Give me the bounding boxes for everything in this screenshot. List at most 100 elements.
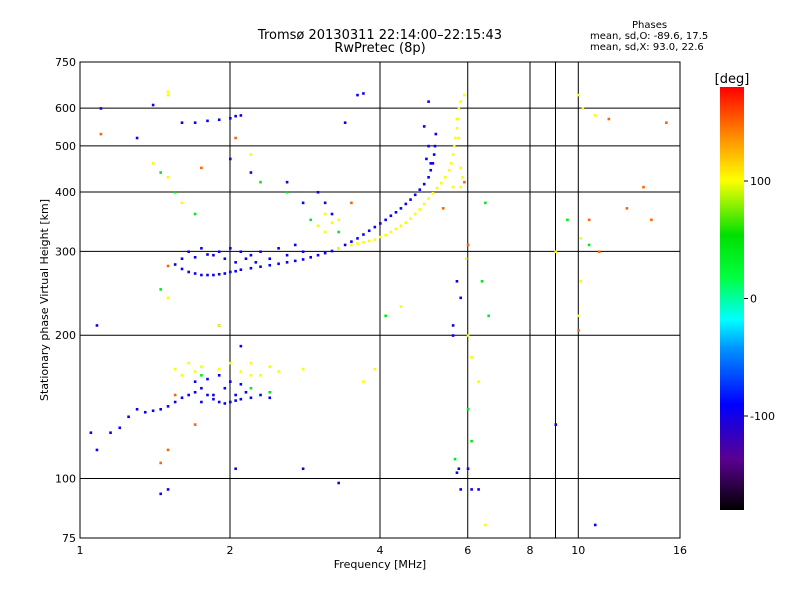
y-tick-label: 400 xyxy=(55,186,76,199)
data-point xyxy=(193,212,197,216)
data-point xyxy=(593,523,597,527)
data-point xyxy=(373,238,377,241)
data-point xyxy=(350,201,353,205)
phase-stats-x: mean, sd,X: 93.0, 22.6 xyxy=(590,42,704,53)
colorbar-tick-label: 0 xyxy=(750,293,757,306)
phase-colorbar xyxy=(720,87,744,510)
data-point xyxy=(422,125,426,128)
data-point xyxy=(95,448,99,452)
data-point xyxy=(159,492,163,496)
data-point xyxy=(470,356,473,359)
data-point xyxy=(151,162,155,165)
data-point xyxy=(665,121,668,124)
data-point xyxy=(379,222,382,225)
data-point xyxy=(212,393,215,397)
data-point xyxy=(362,380,365,383)
x-tick-label: 8 xyxy=(527,544,534,557)
data-point xyxy=(394,211,398,214)
data-points xyxy=(89,90,668,527)
x-tick-label: 10 xyxy=(571,544,585,557)
data-point xyxy=(316,190,320,194)
y-tick-label: 750 xyxy=(55,56,76,69)
data-point xyxy=(180,267,184,271)
data-point xyxy=(301,201,305,205)
data-point xyxy=(451,324,455,327)
data-point xyxy=(418,208,422,211)
x-tick-label: 2 xyxy=(227,544,234,557)
axis-ticks: 1 2 4 6 8 10 16 75 100 200 300 400 500 600 750 xyxy=(55,56,687,557)
data-point xyxy=(301,250,305,254)
data-point xyxy=(166,264,170,268)
x-tick-label: 4 xyxy=(377,544,384,557)
data-point xyxy=(454,136,457,140)
data-point xyxy=(229,157,232,161)
data-point xyxy=(487,314,490,318)
data-point xyxy=(323,230,327,234)
data-point xyxy=(159,461,163,465)
data-point xyxy=(337,218,340,222)
data-point xyxy=(579,280,583,283)
data-point xyxy=(234,136,237,140)
data-point xyxy=(285,190,289,194)
data-point xyxy=(343,121,347,124)
data-point xyxy=(173,190,177,194)
data-point xyxy=(362,92,365,95)
data-point xyxy=(118,426,122,430)
phase-stats: Phases mean, sd,O: -89.6, 17.5 mean, sd,… xyxy=(590,20,710,53)
data-point xyxy=(173,263,177,266)
data-point xyxy=(99,107,103,110)
data-point xyxy=(254,261,258,264)
data-point xyxy=(193,272,197,275)
data-point xyxy=(650,218,653,222)
data-point xyxy=(166,90,170,94)
data-point xyxy=(259,265,262,269)
data-point xyxy=(301,258,305,261)
data-point xyxy=(433,144,437,148)
chart-title: Tromsø 20130311 22:14:00–22:15:43 xyxy=(257,28,503,43)
data-point xyxy=(463,180,466,184)
data-point xyxy=(180,121,184,124)
y-tick-label: 300 xyxy=(55,245,76,258)
data-point xyxy=(249,361,253,365)
data-point xyxy=(484,201,487,205)
data-point xyxy=(166,175,170,179)
data-point xyxy=(399,305,403,308)
data-point xyxy=(413,193,417,197)
data-point xyxy=(180,374,184,377)
x-axis-label: Frequency [MHz] xyxy=(334,558,426,571)
y-tick-label: 600 xyxy=(55,102,76,115)
data-point xyxy=(554,423,558,426)
data-point xyxy=(206,377,209,381)
data-point xyxy=(200,166,203,170)
data-point xyxy=(356,242,359,245)
data-point xyxy=(268,396,272,400)
data-point xyxy=(166,405,170,408)
data-point xyxy=(244,257,248,261)
data-point xyxy=(384,233,387,237)
data-point xyxy=(193,370,197,373)
data-point xyxy=(268,390,272,394)
data-point xyxy=(187,270,190,274)
data-point xyxy=(173,400,177,404)
data-point xyxy=(217,250,221,254)
data-point xyxy=(212,273,215,277)
data-point xyxy=(229,380,232,383)
data-point xyxy=(127,415,130,419)
data-point xyxy=(249,171,253,174)
data-point xyxy=(159,288,163,291)
data-point xyxy=(453,457,457,461)
data-point xyxy=(285,253,289,257)
data-point xyxy=(166,448,170,452)
data-point xyxy=(607,117,611,121)
data-point xyxy=(418,188,422,191)
data-point xyxy=(173,393,177,397)
data-point xyxy=(362,240,365,244)
data-point xyxy=(166,296,170,300)
colorbar-tick-label: 100 xyxy=(750,175,771,188)
data-point xyxy=(206,119,209,123)
data-point xyxy=(457,467,461,471)
data-point xyxy=(249,396,253,400)
data-point xyxy=(249,266,253,270)
data-point xyxy=(593,114,597,117)
phase-stats-o: mean, sd,O: -89.6, 17.5 xyxy=(590,31,709,42)
